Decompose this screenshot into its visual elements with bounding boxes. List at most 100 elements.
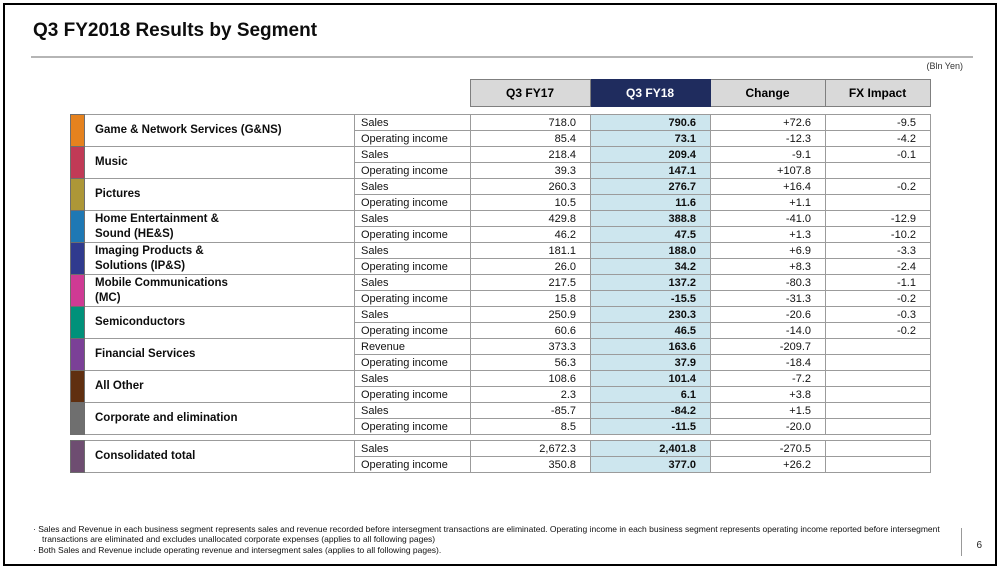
fy17-value: 181.1 [470,242,591,259]
page-number-divider [961,528,962,556]
fy18-value: 188.0 [590,242,711,259]
segment-name: Music [84,146,355,179]
fy17-value: 373.3 [470,338,591,355]
metric-label: Operating income [354,456,471,473]
fy17-value: 2,672.3 [470,440,591,457]
change-value: -80.3 [710,274,826,291]
fy18-value: 147.1 [590,162,711,179]
fx-impact-value [825,370,931,387]
metric-label: Sales [354,146,471,163]
fy17-value: 718.0 [470,114,591,131]
metric-label: Sales [354,440,471,457]
metric-label: Revenue [354,338,471,355]
fy18-value: 790.6 [590,114,711,131]
fy18-value: -15.5 [590,290,711,307]
fy18-value: 47.5 [590,226,711,243]
fx-impact-value [825,194,931,211]
change-value: -20.0 [710,418,826,435]
page-title: Q3 FY2018 Results by Segment [33,20,318,41]
fy17-value: 85.4 [470,130,591,147]
table-row: Imaging Products & Solutions (IP&S) Sales… [70,242,931,275]
table-row: Operating income 56.3 37.9 -18.4 [71,354,931,371]
fx-impact-value [825,418,931,435]
change-value: +26.2 [710,456,826,473]
column-header-q3fy18: Q3 FY18 [589,79,711,107]
segment-color-bar [70,114,85,147]
fy17-value: 250.9 [470,306,591,323]
table-row: Music Sales 218.4 209.4 -9.1 -0.1 [70,146,931,179]
results-table-area: Q3 FY17 Q3 FY18 Change FX Impact Game & … [70,79,932,473]
table-row: Operating income 8.5 -11.5 -20.0 [71,418,931,435]
metric-label: Operating income [354,290,471,307]
column-header-change: Change [709,79,826,107]
fx-impact-value: -0.3 [825,306,931,323]
metric-label: Operating income [354,354,471,371]
metric-label: Operating income [354,130,471,147]
footnote: · Both Sales and Revenue include operati… [33,545,442,556]
segment-name: Financial Services [84,338,355,371]
metric-label: Operating income [354,386,471,403]
column-header-row: Q3 FY17 Q3 FY18 Change FX Impact [70,79,931,107]
fy17-value: 217.5 [470,274,591,291]
fy17-value: 56.3 [470,354,591,371]
table-row: Consolidated total Sales 2,672.3 2,401.8 -27… [70,440,931,473]
fy17-value: 108.6 [470,370,591,387]
fx-impact-value: -0.2 [825,178,931,195]
change-value: +72.6 [710,114,826,131]
table-row: Home Entertainment & Sound (HE&S) Sales 42… [70,210,931,243]
fy18-value: 209.4 [590,146,711,163]
fx-impact-value: -0.2 [825,290,931,307]
segment-color-bar [70,210,85,243]
fx-impact-value [825,162,931,179]
fy18-value: 11.6 [590,194,711,211]
fy18-value: 37.9 [590,354,711,371]
segment-name: Imaging Products & Solutions (IP&S) [84,242,355,275]
metric-label: Sales [354,402,471,419]
metric-label: Sales [354,114,471,131]
segment-color-bar [70,306,85,339]
segment-results-table: Game & Network Services (G&NS) Sales 718.0… [70,114,931,435]
column-header-fx-impact: FX Impact [824,79,931,107]
metric-label: Operating income [354,322,471,339]
metric-label: Sales [354,242,471,259]
table-row: Mobile Communications (MC) Sales 217.5 137.… [70,274,931,307]
fy18-value: 6.1 [590,386,711,403]
segment-color-bar [70,242,85,275]
fy17-value: 429.8 [470,210,591,227]
change-value: -12.3 [710,130,826,147]
fy17-value: 350.8 [470,456,591,473]
fx-impact-value: -4.2 [825,130,931,147]
fy18-value: -84.2 [590,402,711,419]
metric-label: Sales [354,210,471,227]
fx-impact-value: -0.1 [825,146,931,163]
change-value: +8.3 [710,258,826,275]
segment-color-bar [70,274,85,307]
segment-color-bar [70,146,85,179]
change-value: +1.1 [710,194,826,211]
fy18-value: 2,401.8 [590,440,711,457]
change-value: +6.9 [710,242,826,259]
fx-impact-value [825,402,931,419]
fy18-value: 388.8 [590,210,711,227]
change-value: +107.8 [710,162,826,179]
fy18-value: 377.0 [590,456,711,473]
segment-color-bar [70,402,85,435]
fy17-value: 260.3 [470,178,591,195]
fy17-value: 60.6 [470,322,591,339]
segment-name: All Other [84,370,355,403]
segment-name: Consolidated total [84,440,355,473]
fx-impact-value: -10.2 [825,226,931,243]
table-row: Operating income 85.4 73.1 -12.3 -4.2 [71,130,931,147]
fx-impact-value: -1.1 [825,274,931,291]
metric-label: Sales [354,306,471,323]
fy18-value: 163.6 [590,338,711,355]
fy18-value: 137.2 [590,274,711,291]
change-value: -20.6 [710,306,826,323]
fy17-value: 26.0 [470,258,591,275]
fy18-value: -11.5 [590,418,711,435]
fx-impact-value [825,386,931,403]
fx-impact-value [825,440,931,457]
metric-label: Sales [354,274,471,291]
fy17-value: 10.5 [470,194,591,211]
change-value: -18.4 [710,354,826,371]
